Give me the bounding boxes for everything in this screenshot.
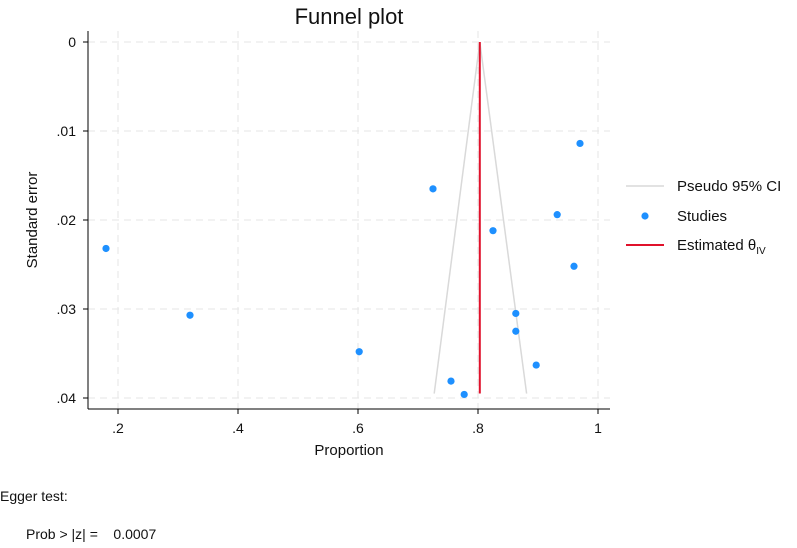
x-tick-label: .8 (472, 420, 484, 436)
study-point (489, 227, 497, 235)
y-axis-label: Standard error (24, 172, 41, 269)
gridlines (88, 31, 610, 409)
legend-label-subscript: IV (756, 246, 766, 257)
legend-swatch-marker (641, 212, 649, 220)
axis-ticks: .2 .4 .6 .8 1 0 .01 .02 .03 .04 (57, 34, 603, 436)
study-point (186, 311, 194, 319)
x-tick-label: .6 (352, 420, 364, 436)
egger-test-title: Egger test: (0, 488, 68, 504)
study-point (553, 211, 561, 219)
study-point (429, 185, 437, 193)
x-tick-label: 1 (594, 420, 602, 436)
study-point (570, 262, 578, 270)
y-tick-label: .04 (57, 390, 77, 406)
ci-lower-line (433, 41, 481, 394)
funnel-plot: Funnel plot .2 .4 .6 .8 1 0 .01 .02 .03 .04 Propo… (24, 4, 781, 459)
x-tick-label: .4 (232, 420, 244, 436)
chart-title: Funnel plot (295, 4, 404, 29)
study-point (576, 139, 584, 148)
study-point (512, 309, 520, 318)
study-point (512, 327, 520, 335)
study-point (460, 390, 468, 399)
study-points (102, 139, 584, 399)
study-point (532, 361, 540, 369)
x-axis-label: Proportion (314, 442, 383, 459)
legend: Pseudo 95% CI Studies Estimated θIV (626, 178, 781, 257)
y-tick-label: .02 (57, 212, 77, 228)
study-point (102, 244, 110, 253)
study-point (447, 377, 455, 385)
legend-label: Estimated θIV (677, 237, 766, 257)
y-tick-label: .03 (57, 301, 77, 317)
y-tick-label: 0 (68, 34, 76, 50)
pseudo-ci-lines (433, 41, 528, 394)
y-tick-label: .01 (57, 123, 77, 139)
legend-label: Pseudo 95% CI (677, 178, 781, 195)
egger-test-result: Prob > |z| = 0.0007 (26, 526, 157, 542)
ci-upper-line (479, 41, 528, 394)
legend-label: Studies (677, 208, 727, 225)
study-point (355, 348, 363, 356)
x-tick-label: .2 (112, 420, 124, 436)
